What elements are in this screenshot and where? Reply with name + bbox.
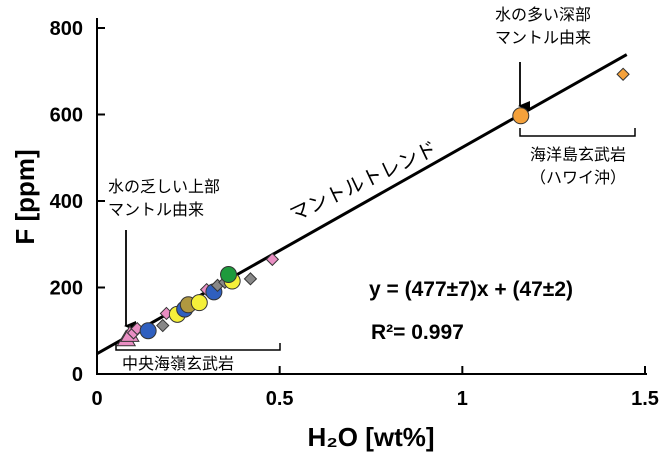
y-tick-label: 0 [72, 364, 83, 386]
data-point-circle [512, 107, 530, 125]
x-tick-label: 1.5 [631, 388, 659, 410]
trendline-label: マントルトレンド [286, 136, 441, 227]
depleted-label-line2: マントル由来 [108, 200, 204, 219]
axis-ticks [96, 27, 646, 375]
y-tick-label: 400 [50, 191, 83, 213]
x-axis-title: H₂O [wt%] [307, 422, 434, 452]
enriched-label-line2: マントル由来 [495, 28, 591, 47]
morb-label: 中央海嶺玄武岩 [122, 354, 234, 373]
x-tick-label: 0 [91, 388, 102, 410]
data-points [116, 67, 630, 347]
depleted-label-line1: 水の乏しい上部 [108, 177, 220, 196]
tick-labels: 0 0.5 1 1.5 0 200 400 600 800 [50, 18, 659, 410]
r-squared: R²= 0.997 [371, 321, 464, 344]
y-tick-label: 200 [50, 278, 83, 300]
morb-bracket [115, 343, 281, 351]
data-point-diamond [265, 252, 280, 267]
oib-label-line2: （ハワイ沖） [530, 168, 626, 187]
y-axis-title: F [ppm] [10, 149, 40, 244]
x-tick-label: 1 [457, 388, 468, 410]
data-point-circle [220, 266, 238, 284]
data-point-diamond [156, 318, 170, 333]
regression-equation: y = (477±7)x + (47±2) [369, 278, 573, 301]
data-point-diamond [616, 67, 630, 81]
y-tick-label: 600 [50, 105, 83, 127]
oib-bracket [519, 128, 636, 137]
enriched-label-line1: 水の多い深部 [495, 5, 591, 24]
y-tick-label: 800 [50, 18, 83, 40]
data-point-diamond [243, 272, 258, 286]
data-point-circle [139, 322, 157, 340]
oib-label-line1: 海洋島玄武岩 [530, 145, 626, 164]
data-point-circle [190, 294, 208, 312]
x-tick-label: 0.5 [266, 388, 294, 410]
